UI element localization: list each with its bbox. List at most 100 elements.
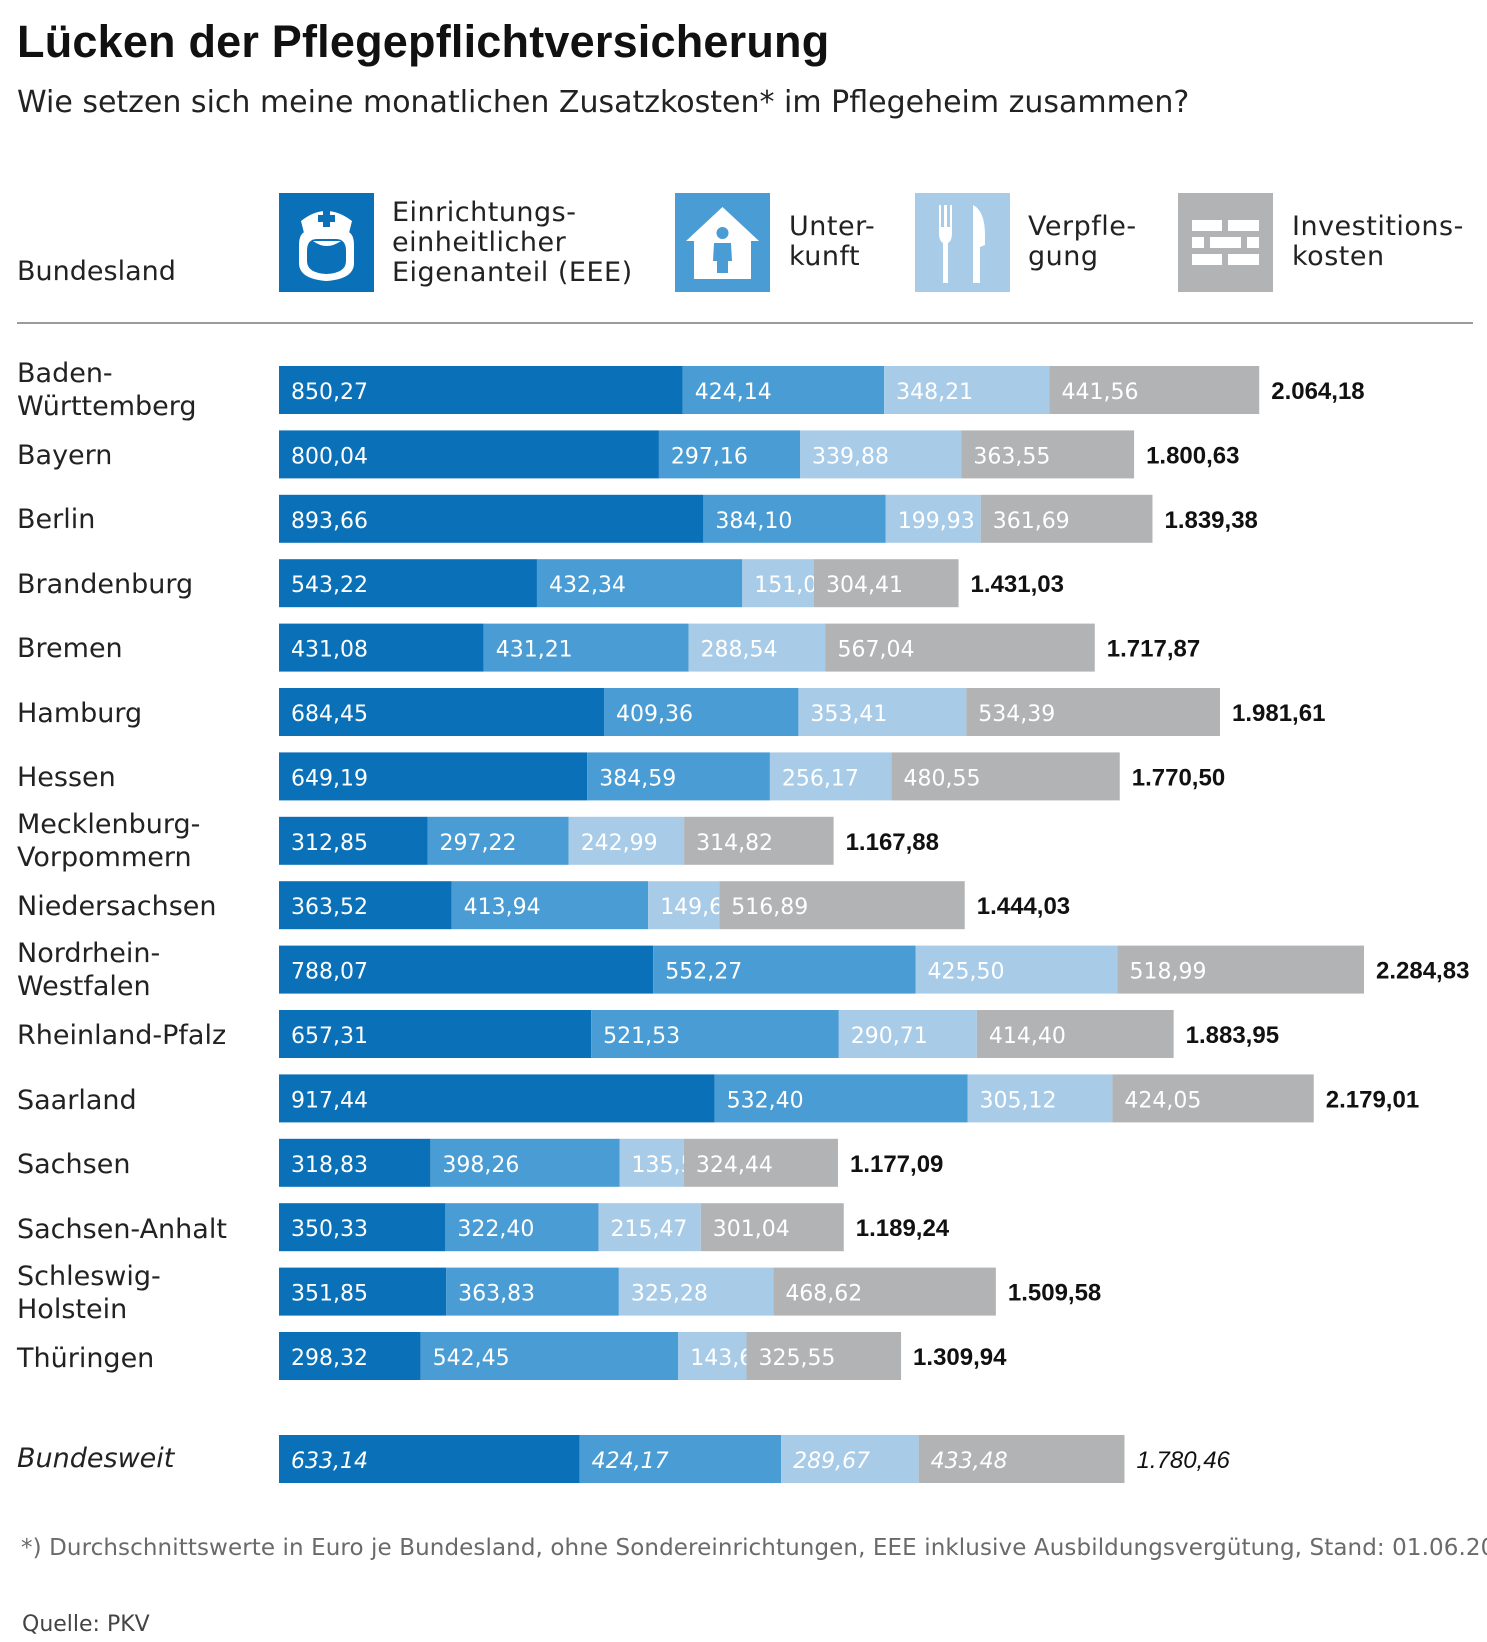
bar-value-label: 305,12 — [979, 1088, 1056, 1113]
bar-value-label: 425,50 — [927, 960, 1004, 985]
bar-segment-unterkunft — [587, 752, 770, 801]
bar-segment-eee — [279, 1332, 421, 1380]
bar-segment-verpflegung — [618, 1267, 774, 1316]
bar-segment-eee — [279, 430, 659, 479]
bar-value-label: 800,04 — [291, 444, 368, 469]
row-label-thueringen: Thüringen — [17, 1343, 155, 1374]
bar-value-label: 350,33 — [291, 1217, 368, 1242]
bar-segment-eee — [279, 559, 537, 608]
bar-segment-investition — [825, 623, 1095, 672]
bar-value-label: 431,08 — [291, 638, 368, 663]
bar-segment-eee — [279, 1074, 715, 1123]
brick-wall-icon — [1178, 193, 1273, 292]
bar-segment-verpflegung — [568, 816, 685, 865]
cutlery-icon — [915, 193, 1010, 292]
bar-segment-eee — [279, 366, 683, 414]
bar-value-label: 297,16 — [671, 444, 748, 469]
bar-segment-investition — [980, 494, 1153, 543]
bar-value-label: 215,47 — [610, 1217, 687, 1242]
bar-value-label: 353,41 — [810, 702, 887, 727]
bar-segment-investition — [719, 881, 965, 930]
bar-total-label: 1.444,03 — [977, 893, 1070, 920]
nurse-icon — [279, 193, 374, 292]
bar-segment-eee — [279, 623, 484, 672]
row-label-sachsen: Sachsen — [17, 1149, 131, 1180]
row-label-hessen: Hessen — [17, 762, 116, 793]
bar-value-label: 414,40 — [989, 1024, 1066, 1049]
bar-value-label: 413,94 — [464, 895, 541, 920]
bar-segment-eee — [279, 1267, 447, 1316]
bar-segment-verpflegung — [800, 430, 962, 479]
bar-value-label: 468,62 — [785, 1282, 862, 1307]
bar-total-label: 1.839,38 — [1164, 507, 1257, 534]
row-label-mecklenburg-vorpommern: Mecklenburg- Vorpommern — [17, 809, 201, 873]
bar-value-label: 384,10 — [715, 509, 792, 534]
bar-value-label: 312,85 — [291, 831, 368, 856]
bar-segment-eee — [279, 881, 452, 930]
bar-total-label: 1.177,09 — [850, 1151, 943, 1178]
bar-segment-verpflegung — [798, 688, 967, 736]
bar-value-label: 256,17 — [782, 766, 859, 791]
bar-value-label: 542,45 — [433, 1346, 510, 1371]
bar-value-label: 324,44 — [696, 1153, 773, 1178]
bar-value-label: 325,55 — [758, 1346, 835, 1371]
bar-segment-investition — [684, 816, 834, 865]
row-label-baden-wuerttemberg: Baden- Württemberg — [17, 358, 197, 422]
bar-value-label: 432,34 — [549, 573, 626, 598]
bar-value-label: 384,59 — [599, 766, 676, 791]
bar-segment-investition — [976, 1010, 1174, 1058]
legend-label-unterkunft: Unter- kunft — [789, 211, 876, 272]
bar-segment-verpflegung — [688, 623, 826, 672]
bar-segment-verpflegung — [915, 945, 1118, 994]
bar-total-label: 1.189,24 — [856, 1215, 950, 1242]
bar-value-label: 322,40 — [457, 1217, 534, 1242]
bar-total-label: 1.167,88 — [846, 829, 939, 856]
bar-total-label: 1.770,50 — [1132, 764, 1225, 791]
bar-segment-verpflegung — [648, 881, 720, 930]
bar-value-label: 480,55 — [904, 766, 981, 791]
row-label-saarland: Saarland — [17, 1085, 137, 1116]
bar-value-label: 424,05 — [1124, 1088, 1201, 1113]
bar-value-label: 363,55 — [973, 444, 1050, 469]
house-icon — [675, 193, 770, 292]
chart-subtitle: Wie setzen sich meine monatlichen Zusatz… — [17, 85, 1190, 120]
bar-segment-unterkunft — [420, 1332, 679, 1380]
bar-segment-unterkunft — [682, 366, 885, 414]
bar-segment-eee — [279, 1010, 592, 1058]
bar-segment-eee — [279, 816, 428, 865]
bar-segment-verpflegung — [769, 752, 892, 801]
bar-segment-eee — [279, 688, 605, 736]
bar-segment-eee — [279, 752, 588, 801]
row-label-brandenburg: Brandenburg — [17, 569, 194, 600]
bar-segment-eee — [279, 1203, 446, 1252]
bar-value-label: 314,82 — [696, 831, 773, 856]
bar-segment-eee — [279, 494, 704, 543]
bar-value-label: 289,67 — [793, 1449, 870, 1474]
bar-value-label: 363,52 — [291, 895, 368, 920]
bar-value-label: 850,27 — [291, 380, 368, 405]
bar-segment-eee — [279, 1435, 580, 1483]
legend-label-eee: Einrichtungs- einheitlicher Eigenanteil … — [392, 197, 633, 288]
bar-segment-unterkunft — [446, 1267, 619, 1316]
bar-value-label: 431,21 — [496, 638, 573, 663]
bar-value-label: 521,53 — [603, 1024, 680, 1049]
bar-value-label: 351,85 — [291, 1282, 368, 1307]
bar-value-label: 348,21 — [896, 380, 973, 405]
row-label-schleswig-holstein: Schleswig- Holstein — [17, 1261, 161, 1325]
bar-segment-verpflegung — [885, 494, 981, 543]
row-label-nordrhein-westfalen: Nordrhein- Westfalen — [17, 938, 161, 1002]
bar-segment-verpflegung — [838, 1010, 977, 1058]
bar-segment-investition — [700, 1203, 844, 1252]
bar-value-label: 424,17 — [592, 1449, 669, 1474]
bar-segment-investition — [814, 559, 959, 608]
bar-value-label: 325,28 — [631, 1282, 708, 1307]
source-note: Quelle: PKV — [22, 1612, 150, 1637]
bar-value-label: 788,07 — [291, 960, 368, 985]
bar-segment-investition — [1049, 366, 1260, 414]
bar-segment-unterkunft — [703, 494, 886, 543]
bar-total-label: 1.981,61 — [1232, 700, 1325, 727]
row-label-bayern: Bayern — [17, 440, 113, 471]
bar-segment-investition — [683, 1138, 838, 1187]
bar-segment-investition — [1117, 945, 1364, 994]
